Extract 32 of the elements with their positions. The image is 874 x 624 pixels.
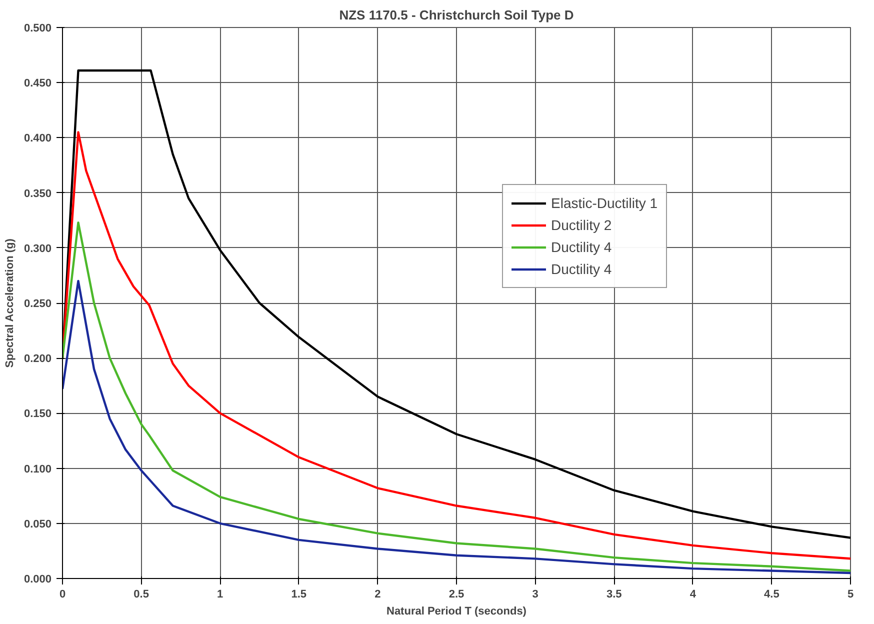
legend-label: Ductility 4: [551, 261, 612, 277]
y-tick-label: 0.200: [24, 353, 52, 366]
x-tick-label: 0: [59, 588, 66, 600]
x-tick-label: 0.5: [134, 588, 149, 600]
x-tick-label: 4: [690, 588, 697, 600]
legend-label: Ductility 2: [551, 217, 612, 233]
y-axis-title: Spectral Acceleration (g): [4, 238, 16, 368]
y-tick-label: 0.150: [24, 408, 52, 420]
x-tick-label: 1.5: [291, 588, 307, 600]
line-series: [62, 131, 850, 560]
x-tick-label: 5: [847, 588, 854, 600]
line-series: [62, 221, 850, 572]
x-tick-label: 3: [532, 588, 538, 600]
chart-title: NZS 1170.5 - Christchurch Soil Type D: [339, 8, 574, 22]
x-tick-label: 3.5: [606, 588, 622, 600]
y-tick-label: 0.400: [24, 132, 52, 145]
x-tick-label: 4.5: [764, 588, 780, 600]
legend-label: Ductility 4: [551, 239, 612, 255]
y-tick-label: 0.300: [24, 242, 52, 255]
y-tick-label: 0.500: [24, 22, 52, 34]
x-tick-label: 2: [374, 588, 381, 600]
y-tick-label: 0.250: [24, 298, 52, 310]
y-tick-label: 0.050: [24, 518, 52, 530]
line-series: [62, 280, 850, 574]
x-tick-label: 1: [217, 588, 224, 600]
y-tick-label: 0.450: [24, 78, 52, 90]
x-tick-label: 2.5: [448, 588, 464, 600]
y-tick-label: 0.000: [24, 574, 52, 586]
x-axis-title: Natural Period T (seconds): [386, 606, 527, 618]
y-tick-label: 0.100: [24, 463, 52, 476]
legend-label: Elastic-Ductility 1: [551, 195, 658, 211]
y-tick-label: 0.350: [24, 188, 52, 200]
